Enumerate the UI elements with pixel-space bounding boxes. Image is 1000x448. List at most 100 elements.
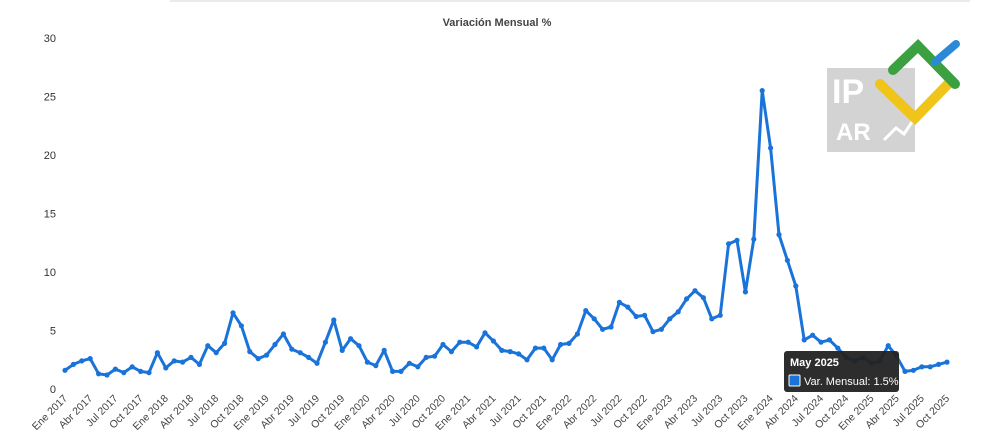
data-point[interactable] [297, 350, 303, 356]
data-point[interactable] [684, 296, 690, 302]
data-point[interactable] [348, 336, 354, 342]
data-point[interactable] [415, 364, 421, 370]
data-point[interactable] [448, 349, 454, 355]
data-point[interactable] [826, 337, 833, 343]
data-point[interactable] [549, 357, 555, 363]
data-point[interactable] [936, 361, 942, 367]
data-point[interactable] [423, 354, 429, 360]
data-point[interactable] [616, 299, 623, 305]
data-point[interactable] [717, 312, 723, 318]
data-point[interactable] [96, 371, 102, 377]
data-point[interactable] [264, 352, 270, 358]
data-point[interactable] [574, 331, 581, 337]
data-point[interactable] [331, 317, 337, 323]
data-point[interactable] [490, 338, 496, 344]
data-point[interactable] [474, 344, 480, 350]
data-point[interactable] [482, 330, 488, 336]
data-point[interactable] [213, 350, 219, 356]
data-point[interactable] [364, 359, 370, 365]
data-point[interactable] [138, 368, 144, 374]
data-point[interactable] [532, 345, 539, 351]
data-point[interactable] [62, 367, 68, 373]
data-point[interactable] [87, 356, 93, 362]
data-point[interactable] [726, 241, 732, 247]
data-point[interactable] [885, 343, 891, 349]
data-point[interactable] [927, 364, 933, 370]
data-point[interactable] [398, 368, 404, 374]
data-point[interactable] [692, 288, 698, 294]
data-point[interactable] [238, 323, 244, 329]
data-point[interactable] [902, 368, 908, 374]
data-point[interactable] [381, 347, 387, 353]
data-point[interactable] [835, 345, 841, 351]
data-point[interactable] [499, 347, 505, 353]
data-point[interactable] [801, 337, 807, 343]
data-point[interactable] [230, 310, 236, 316]
data-point[interactable] [742, 289, 749, 295]
data-point[interactable] [650, 329, 656, 335]
data-point[interactable] [810, 332, 816, 338]
data-point[interactable] [129, 364, 135, 370]
data-point[interactable] [667, 316, 673, 322]
data-point[interactable] [944, 359, 950, 365]
data-point[interactable] [188, 354, 194, 360]
data-point[interactable] [255, 356, 261, 362]
data-point[interactable] [768, 145, 774, 151]
data-point[interactable] [541, 345, 547, 351]
data-point[interactable] [163, 365, 169, 371]
data-point[interactable] [633, 313, 639, 320]
data-point[interactable] [658, 326, 665, 332]
data-point[interactable] [600, 326, 606, 332]
data-point[interactable] [356, 343, 362, 349]
data-point[interactable] [507, 349, 513, 355]
data-point[interactable] [247, 349, 253, 355]
data-point[interactable] [776, 232, 782, 238]
data-point[interactable] [289, 346, 295, 352]
data-point[interactable] [784, 257, 791, 263]
data-point[interactable] [121, 370, 127, 376]
data-point[interactable] [759, 88, 765, 94]
data-point[interactable] [306, 354, 312, 360]
data-point[interactable] [591, 316, 597, 322]
data-point[interactable] [734, 237, 740, 243]
data-point[interactable] [205, 343, 211, 349]
data-point[interactable] [440, 341, 446, 348]
data-point[interactable] [196, 361, 202, 367]
data-point[interactable] [524, 357, 530, 363]
data-point[interactable] [751, 236, 757, 242]
data-point[interactable] [314, 360, 320, 366]
data-point[interactable] [709, 316, 715, 322]
data-point[interactable] [180, 359, 186, 365]
data-point[interactable] [583, 308, 589, 314]
data-point[interactable] [390, 368, 396, 374]
data-point[interactable] [910, 367, 917, 373]
data-point[interactable] [104, 372, 110, 378]
data-point[interactable] [171, 358, 177, 364]
data-point[interactable] [112, 366, 118, 372]
data-point[interactable] [222, 340, 228, 346]
data-point[interactable] [608, 324, 614, 330]
data-point[interactable] [700, 295, 707, 301]
data-point[interactable] [625, 304, 631, 310]
data-point[interactable] [566, 340, 572, 346]
data-point[interactable] [272, 341, 278, 348]
data-point[interactable] [919, 364, 925, 370]
data-point[interactable] [79, 358, 85, 364]
data-point[interactable] [457, 339, 463, 345]
data-point[interactable] [322, 339, 328, 345]
data-point[interactable] [146, 370, 152, 376]
data-point[interactable] [70, 361, 76, 367]
data-point[interactable] [373, 363, 379, 369]
data-point[interactable] [339, 347, 345, 353]
data-point[interactable] [280, 331, 286, 337]
data-point[interactable] [675, 309, 681, 315]
data-point[interactable] [558, 341, 564, 348]
data-point[interactable] [432, 353, 438, 359]
data-point[interactable] [406, 360, 412, 366]
data-point[interactable] [154, 350, 160, 356]
data-point[interactable] [642, 312, 648, 318]
data-point[interactable] [818, 339, 824, 345]
data-point[interactable] [516, 351, 522, 357]
data-point[interactable] [465, 339, 471, 345]
data-point[interactable] [793, 283, 799, 289]
